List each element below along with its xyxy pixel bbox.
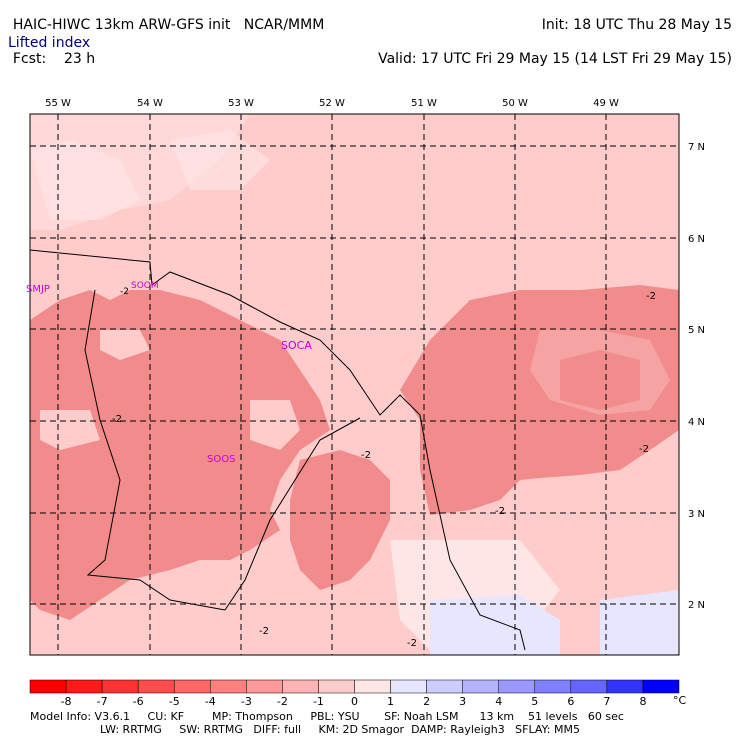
legend-swatch bbox=[101, 679, 139, 694]
legend-tick-label: -2 bbox=[277, 695, 288, 708]
faint-patch bbox=[170, 130, 270, 190]
warm-core-east bbox=[560, 350, 640, 410]
legend-tick-label: -4 bbox=[205, 695, 216, 708]
legend-tick-label: 3 bbox=[459, 695, 466, 708]
legend-tick-label: 7 bbox=[603, 695, 610, 708]
lat-tick-label: 3 N bbox=[688, 509, 705, 520]
legend-swatch bbox=[570, 679, 608, 694]
fcst-label: Fcst: bbox=[12, 51, 47, 67]
legend-labels: -8 -7 -6 -5 -4 -3 -2 -1 0 1 2 3 4 5 6 7 8 bbox=[61, 695, 647, 708]
lat-tick-label: 7 N bbox=[688, 142, 705, 153]
border-line bbox=[84, 289, 226, 611]
blue-patch bbox=[430, 595, 560, 655]
light-hole bbox=[40, 410, 100, 450]
model-info-line2: LW: RRTMG SW: RRTMG DIFF: full KM: 2D Sm… bbox=[100, 723, 580, 736]
coastline bbox=[29, 249, 526, 651]
contour-label: -2 bbox=[495, 506, 505, 517]
warm-region-west bbox=[30, 290, 330, 620]
legend-swatch bbox=[137, 679, 175, 694]
warm-region-central bbox=[290, 450, 390, 590]
contour-label: -2 bbox=[259, 626, 269, 637]
legend-tick-label: -3 bbox=[241, 695, 252, 708]
station-smjp: SMJP bbox=[26, 284, 50, 295]
legend-tick-label: -5 bbox=[169, 695, 180, 708]
field-name: Lifted index bbox=[8, 35, 91, 51]
light-hole bbox=[100, 330, 150, 360]
legend-swatch bbox=[606, 679, 644, 694]
valid-time: Valid: 17 UTC Fri 29 May 15 (14 LST Fri … bbox=[378, 51, 732, 67]
fcst-value: 23 h bbox=[63, 51, 96, 67]
org-label: NCAR/MMM bbox=[243, 17, 325, 33]
header-left: HAIC-HIWC 13km ARW-GFS init NCAR/MMM Fcs… bbox=[4, 0, 324, 68]
legend-swatch bbox=[246, 679, 283, 694]
legend-swatch bbox=[390, 679, 427, 694]
legend-swatch bbox=[426, 679, 463, 694]
lon-tick-label: 53 W bbox=[228, 98, 254, 109]
legend-swatch bbox=[173, 679, 211, 694]
contour-label: -2 bbox=[639, 444, 649, 455]
lon-tick-label: 49 W bbox=[593, 98, 619, 109]
legend-swatch bbox=[65, 679, 103, 694]
legend-tick-label: 2 bbox=[423, 695, 430, 708]
legend-swatch bbox=[29, 679, 67, 694]
lon-tick-label: 51 W bbox=[411, 98, 437, 109]
contour-label: -2 bbox=[112, 414, 122, 425]
light-hole bbox=[250, 400, 300, 450]
contour-label: -2 bbox=[361, 450, 371, 461]
blue-patch bbox=[600, 590, 679, 655]
header-right: Init: 18 UTC Thu 28 May 15 Valid: 17 UTC… bbox=[369, 0, 732, 68]
contour-label: -2 bbox=[646, 291, 656, 302]
legend-tick-label: -6 bbox=[133, 695, 144, 708]
model-title: HAIC-HIWC 13km ARW-GFS init bbox=[12, 17, 231, 33]
lat-labels: 7 N 6 N 5 N 4 N 3 N 2 N bbox=[688, 142, 705, 611]
legend-tick-label: -7 bbox=[97, 695, 108, 708]
legend-tick-label: 0 bbox=[351, 695, 358, 708]
legend-tick-label: -8 bbox=[61, 695, 72, 708]
lat-tick-label: 5 N bbox=[688, 325, 705, 336]
lon-tick-label: 52 W bbox=[319, 98, 345, 109]
station-soos: SOOS bbox=[207, 454, 235, 465]
legend-swatch bbox=[354, 679, 391, 694]
legend-swatch bbox=[534, 679, 572, 694]
station-soca: SOCA bbox=[281, 339, 312, 352]
legend-tick-label: 4 bbox=[495, 695, 502, 708]
contour-label: -2 bbox=[407, 638, 417, 649]
lon-tick-label: 54 W bbox=[137, 98, 163, 109]
lon-tick-label: 55 W bbox=[45, 98, 71, 109]
legend-tick-label: 8 bbox=[639, 695, 646, 708]
lat-tick-label: 2 N bbox=[688, 600, 705, 611]
lon-labels: 55 W 54 W 53 W 52 W 51 W 50 W 49 W bbox=[45, 98, 619, 109]
legend-tick-label: 1 bbox=[387, 695, 394, 708]
lat-tick-label: 6 N bbox=[688, 234, 705, 245]
model-info-line1: Model Info: V3.6.1 CU: KF MP: Thompson P… bbox=[30, 710, 624, 723]
map-frame bbox=[29, 113, 680, 656]
legend-tick-label: -1 bbox=[313, 695, 324, 708]
lon-tick-label: 50 W bbox=[502, 98, 528, 109]
legend-swatch bbox=[318, 679, 355, 694]
init-time: Init: 18 UTC Thu 28 May 15 bbox=[541, 17, 732, 33]
legend-swatch bbox=[462, 679, 499, 694]
legend-swatch bbox=[498, 679, 536, 694]
legend-color-bar bbox=[29, 679, 680, 694]
station-soom: SOOM bbox=[131, 281, 159, 291]
legend-tick-label: 6 bbox=[567, 695, 574, 708]
contour-label: -2 bbox=[120, 287, 129, 297]
lat-tick-label: 4 N bbox=[688, 417, 705, 428]
legend-swatch bbox=[210, 679, 247, 694]
legend-unit: °C bbox=[673, 694, 687, 707]
legend-tick-label: 5 bbox=[531, 695, 538, 708]
legend-swatch bbox=[642, 679, 680, 694]
legend-swatch bbox=[282, 679, 319, 694]
lat-lon-grid bbox=[30, 114, 679, 655]
border-line bbox=[224, 417, 361, 611]
